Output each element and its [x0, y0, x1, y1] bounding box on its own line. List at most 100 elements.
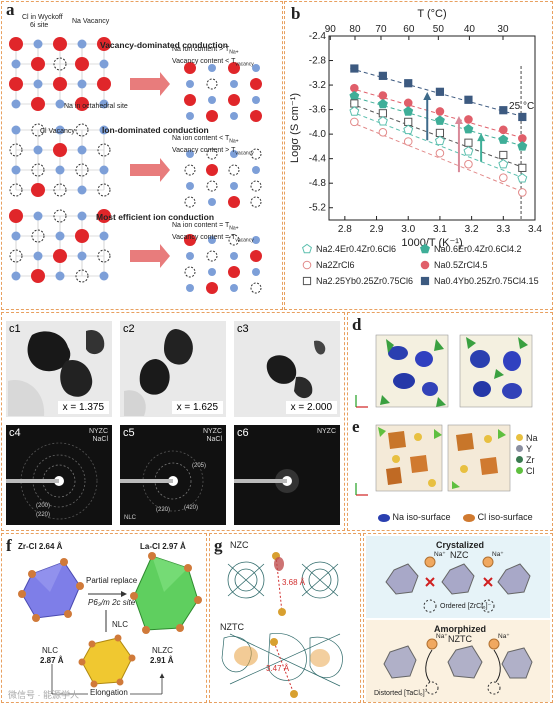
- vacancy-site: [9, 249, 23, 263]
- data-point: [463, 146, 474, 156]
- structure-e-left: [375, 424, 443, 492]
- na-atom: [97, 37, 111, 51]
- na-atom: [31, 97, 45, 111]
- data-point: [378, 109, 387, 118]
- cl-atom: [230, 112, 238, 120]
- caption-c5: NYZC NaCl: [203, 428, 222, 444]
- distorted-label: Distorted [TaCl₆]⁻: [374, 690, 429, 697]
- label-c2: c2: [123, 323, 135, 335]
- legend-zr: Zr: [516, 455, 552, 466]
- legend-item-4: Na2.25Yb0.25Zr0.75Cl6: [302, 276, 413, 286]
- caption-c5-top: NYZC: [202, 428, 222, 435]
- structure-d-right: [459, 334, 533, 408]
- na-iso-swatch: [378, 513, 390, 522]
- vacancy-site: [97, 183, 111, 197]
- diffraction-pattern-c6: [234, 469, 299, 493]
- cl-atom: [186, 284, 194, 292]
- nlc-left-value: 2.87 Å: [40, 656, 64, 665]
- data-point: [434, 115, 445, 125]
- cond3-text: Na ion content = TNa+ Vacancy content = …: [172, 221, 254, 246]
- data-point: [463, 123, 474, 134]
- watermark: 微信号 · 能源学人: [8, 690, 79, 700]
- tem-particles-c1: [8, 329, 105, 416]
- cond1-line2: Vacancy content < T: [172, 58, 236, 66]
- crystallized-title: Crystalized: [436, 540, 485, 550]
- amorphized-sub: NZTC: [448, 634, 472, 644]
- ring-label-c5-a: (205): [192, 463, 207, 469]
- arrow-head-1: [454, 115, 463, 124]
- cl-atom: [11, 99, 21, 109]
- panel-g: g NZC NZTC 3.68 Å 3.47 Å: [209, 533, 361, 703]
- na-atom: [9, 37, 23, 51]
- lattice-result-3: [184, 234, 262, 294]
- panel-f: f Zr-Cl 2.64 Å La-Cl 2.97 Å Partial repl…: [1, 533, 207, 703]
- na-atom: [31, 57, 45, 71]
- na-label-3: Na⁺: [436, 633, 448, 640]
- ordered-label: Ordered [ZrCl₆]⁻: [440, 603, 492, 610]
- na-atom: [75, 229, 89, 243]
- na-vacancy-label: Na Vacancy: [72, 18, 110, 25]
- cl-iso-swatch: [463, 513, 476, 522]
- panel-a-label: a: [6, 1, 15, 19]
- lattice-section-3: [9, 209, 111, 283]
- iso-legend: Na iso-surface Cl iso-surface: [378, 512, 533, 522]
- legend-item-2: Na2ZrCl6: [302, 260, 355, 270]
- data-point: [302, 276, 312, 286]
- na-atom: [184, 62, 196, 74]
- data-point: [498, 158, 509, 169]
- cl-atom: [208, 96, 216, 104]
- legend-na-swatch: [516, 434, 523, 441]
- panel-a-lattice: [9, 37, 262, 294]
- ring-label-c5-b: (420): [184, 505, 199, 511]
- cl-atom: [99, 165, 109, 175]
- data-point: [302, 260, 312, 270]
- cl-atom: [186, 150, 194, 158]
- axis-indicator-d: [355, 395, 368, 408]
- na-atom: [97, 209, 111, 223]
- cl-atom: [230, 252, 238, 260]
- blocked-markers: [425, 577, 493, 587]
- cond3-line2: Vacancy content = T: [172, 234, 236, 242]
- cl-atom: [230, 80, 238, 88]
- legend-label-4: Na2.25Yb0.25Zr0.75Cl6: [316, 276, 413, 286]
- data-point: [434, 135, 445, 146]
- x2-tick-label: 50: [433, 24, 445, 35]
- amorph-octahedra: [383, 645, 533, 679]
- lattice-result-1: [184, 62, 262, 122]
- transition-arrow-3: [130, 244, 170, 268]
- x-tick-label: 2.9: [370, 224, 384, 235]
- diffraction-pattern-c5: [120, 450, 204, 512]
- data-point: [350, 117, 359, 127]
- vacancy-site: [53, 183, 67, 197]
- na-atom: [206, 110, 218, 122]
- na-atom: [53, 37, 67, 51]
- na-atom: [31, 183, 45, 197]
- legend-y-text: Y: [526, 444, 533, 454]
- cl-atom: [77, 39, 87, 49]
- structure-d: [355, 334, 533, 408]
- cl-atom: [230, 284, 238, 292]
- cond2-line1: Na ion content < T: [172, 135, 230, 142]
- x-tick-label: 3.2: [465, 224, 479, 235]
- nlzc-value: 2.91 Å: [150, 656, 174, 665]
- y-tick-label: -4.8: [309, 178, 327, 189]
- data-point: [518, 188, 527, 197]
- structure-d-left: [375, 334, 449, 408]
- x-value-c2: x = 1.625: [171, 401, 223, 414]
- vacancy-site: [250, 148, 262, 160]
- na-atom: [31, 269, 45, 283]
- panel-f-polyhedra: [18, 552, 202, 695]
- na-atom: [184, 94, 196, 106]
- label-c6: c6: [237, 427, 249, 439]
- legend-cl-swatch: [516, 467, 523, 474]
- cl-atom: [252, 268, 260, 276]
- data-point: [350, 99, 359, 108]
- cl-atom: [99, 125, 109, 135]
- panel-de: d e: [347, 312, 553, 531]
- caption-c4-top: NYZC: [88, 428, 108, 435]
- y-tick-label: -3.6: [309, 105, 327, 116]
- arrow-head-2: [477, 133, 486, 142]
- data-point: [499, 106, 508, 115]
- cl-atom: [55, 231, 65, 241]
- x-tick-label: 3.1: [433, 224, 447, 235]
